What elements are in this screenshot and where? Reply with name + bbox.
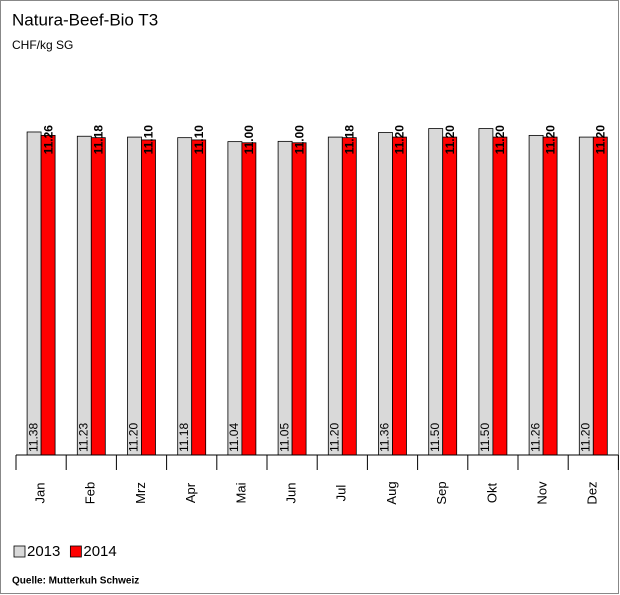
value-label: 11.26 (41, 125, 55, 155)
chart-title: Natura-Beef-Bio T3 (12, 10, 158, 29)
x-tick-label: Mai (233, 482, 248, 503)
bar (442, 136, 458, 456)
bar (327, 136, 343, 456)
x-tick-label: Nov (535, 481, 550, 505)
value-label: 11.20 (393, 125, 407, 155)
bar (141, 139, 156, 456)
bar (578, 136, 594, 456)
bar (378, 132, 393, 456)
bar (428, 128, 444, 456)
x-tick-label: Feb (83, 482, 98, 504)
legend-label: 2014 (83, 543, 116, 560)
bar (341, 137, 357, 456)
source: Quelle: Mutterkuh Schweiz (12, 576, 139, 587)
value-label: 11.00 (292, 125, 306, 155)
value-label: 11.23 (76, 423, 90, 452)
value-label: 11.20 (543, 125, 557, 155)
bar (40, 134, 56, 456)
bar (227, 141, 243, 456)
x-tick-label: Aug (384, 481, 399, 504)
legend-swatch (13, 545, 26, 558)
bar (191, 139, 207, 456)
value-label: 11.36 (378, 423, 392, 452)
value-label: 11.20 (443, 125, 457, 155)
bar (542, 136, 558, 456)
bar (492, 136, 508, 456)
value-label: 11.20 (127, 423, 141, 452)
bar (177, 137, 193, 456)
bar (592, 136, 608, 456)
value-label: 11.20 (327, 423, 341, 452)
value-label: 11.10 (192, 125, 206, 155)
value-label: 11.18 (91, 125, 105, 155)
bar (127, 136, 142, 456)
value-label: 11.26 (528, 423, 542, 452)
bar (291, 142, 307, 456)
bar (26, 131, 42, 456)
value-label: 11.20 (593, 125, 607, 155)
x-tick-label: Jan (33, 483, 48, 504)
value-label: 11.10 (142, 125, 156, 155)
value-label: 11.00 (242, 125, 256, 155)
value-label: 11.50 (478, 423, 492, 452)
x-tick-label: Jun (284, 483, 299, 504)
value-label: 11.18 (342, 125, 356, 155)
x-tick-label: Sep (434, 481, 449, 504)
x-tick-label: Okt (484, 483, 499, 504)
chart-subtitle: CHF/kg SG (12, 38, 73, 52)
value-label: 11.18 (177, 423, 191, 452)
bar (241, 142, 257, 456)
bar (528, 134, 544, 456)
value-label: 11.20 (493, 125, 507, 155)
legend-label: 2013 (27, 543, 60, 560)
value-label: 11.05 (277, 423, 291, 452)
bar (76, 135, 92, 456)
bar (392, 136, 407, 456)
value-label: 11.20 (578, 423, 592, 452)
bar (478, 128, 494, 456)
value-label: 11.04 (227, 423, 241, 452)
x-tick-label: Mrz (133, 482, 148, 504)
bar (90, 137, 106, 456)
x-tick-label: Dez (585, 481, 600, 504)
bar (277, 140, 293, 456)
x-tick-label: Jul (334, 485, 349, 502)
value-label: 11.38 (26, 423, 40, 452)
legend-swatch (69, 545, 82, 558)
x-tick-label: Apr (183, 482, 198, 503)
value-label: 11.50 (428, 423, 442, 452)
